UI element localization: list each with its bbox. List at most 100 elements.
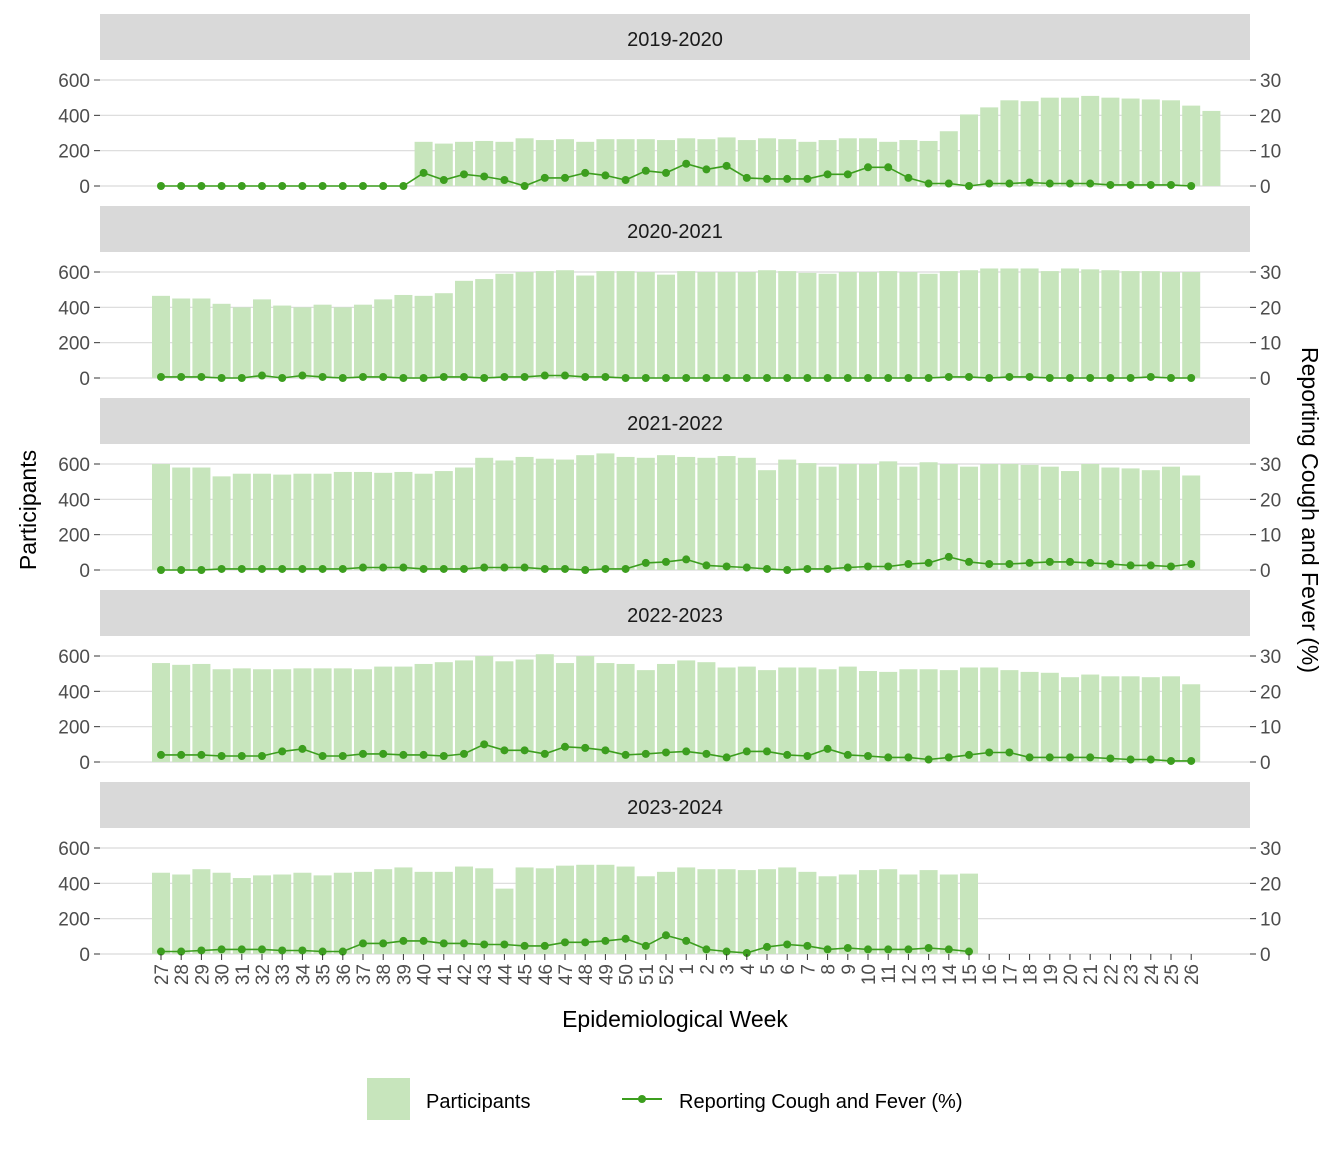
cough-fever-point [742,173,751,182]
legend-bars-key [367,1078,410,1120]
x-tick-label: 29 [192,964,213,985]
bar [939,131,958,186]
cough-fever-line [161,556,1192,571]
cough-fever-point [500,175,509,184]
bar [1182,105,1201,186]
panel-strip [100,398,1250,444]
cough-fever-point [237,564,246,573]
panel-title: 2020-2021 [627,221,723,243]
cough-fever-point [237,751,246,760]
cough-fever-point [177,750,186,759]
panel-2021-2022: 2021-2022 0 200 400 600 0 10 20 30 [58,398,1281,582]
cough-fever-point [359,563,367,572]
cough-fever-point [763,374,771,382]
cough-fever-point [1045,753,1054,762]
cough-fever-point [884,374,893,382]
x-tick-label: 3 [718,964,739,975]
cough-fever-point [965,182,973,190]
bar [657,140,675,186]
cough-fever-point [480,172,489,181]
cough-fever-point [904,559,913,568]
cough-fever-point [1005,372,1014,381]
bar [798,463,817,570]
cough-fever-point [298,371,307,380]
cough-fever-point [1045,179,1054,188]
bar [1040,672,1059,762]
bar [616,271,635,378]
bar [960,466,978,570]
bar [556,865,574,954]
cough-fever-point [985,559,994,568]
bar [293,668,312,762]
cough-fever-point [480,740,489,749]
cough-fever-point [722,161,731,170]
cough-fever-point [1146,180,1155,189]
y2-tick-label: 0 [1260,177,1271,198]
cough-fever-point [904,374,913,382]
bar [333,471,352,570]
panel-strip [100,14,1250,60]
cough-fever-point [843,170,852,179]
bar [535,654,554,762]
bar [1141,677,1160,762]
cough-fever-point [258,371,266,380]
y2-tick-label: 0 [1260,561,1271,582]
bar [657,274,675,378]
bar [313,473,332,570]
cough-fever-point [864,751,872,760]
cough-fever-point [177,566,186,574]
cough-fever-point [823,945,832,954]
bar [535,271,554,378]
y2-tick-label: 10 [1260,142,1281,163]
cough-fever-point [1025,178,1034,187]
bar [737,457,756,570]
x-tick-label: 44 [495,964,516,986]
cough-fever-point [318,564,327,573]
cough-fever-point [763,747,771,756]
cough-fever-point [540,371,549,380]
y-tick-label: 400 [58,106,90,127]
x-tick-label: 9 [839,964,860,975]
bar [717,667,736,762]
y-tick-label: 600 [58,263,90,284]
bar [172,467,191,570]
cough-fever-point [419,750,428,759]
bar [556,459,574,570]
bar [838,874,857,954]
cough-fever-point [884,945,893,954]
x-tick-label: 33 [273,964,294,985]
bar [616,866,635,954]
bar [596,271,615,378]
y-tick-label: 400 [58,682,90,703]
bar [980,667,999,762]
y-tick-label: 0 [79,753,90,774]
cough-fever-point [581,168,590,177]
cough-fever-point [682,374,691,382]
bar [273,474,292,570]
bar [313,668,332,762]
cough-fever-point [1106,754,1115,763]
bar [899,669,918,762]
bar [1101,676,1120,762]
x-tick-label: 35 [314,964,335,985]
bar [818,273,837,378]
bar [253,669,271,762]
cough-fever-point [763,174,771,183]
bar [939,874,958,954]
y-tick-label: 0 [79,945,90,966]
cough-fever-point [197,566,206,574]
chart-panels: 2019-2020020040060001020302020-202102004… [58,14,1281,966]
bar [475,868,494,954]
cough-fever-point [944,372,953,381]
cough-fever-point [1086,558,1095,567]
cough-fever-point [965,947,973,956]
y2-tick-label: 30 [1260,263,1281,284]
cough-fever-point [298,182,307,190]
x-tick-label: 37 [354,964,375,985]
y2-tick-label: 0 [1260,753,1271,774]
x-tick-label: 13 [920,964,941,985]
y-axis-title: Participants [15,450,41,570]
cough-fever-point [419,168,428,177]
bar [414,295,433,378]
cough-fever-point [298,564,307,573]
